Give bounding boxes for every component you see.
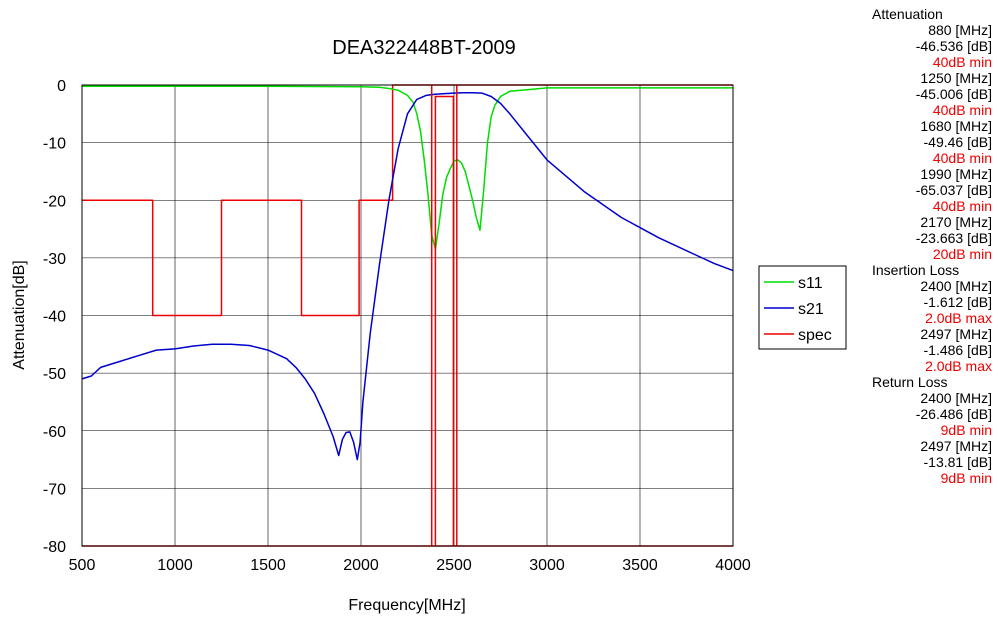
measurement-frequency: 2400 [MHz] bbox=[920, 278, 992, 294]
x-axis-label: Frequency[MHz] bbox=[348, 597, 465, 614]
measurement-frequency: 1250 [MHz] bbox=[920, 70, 992, 86]
measurement-value: -23.663 [dB] bbox=[915, 230, 992, 246]
measurement-spec: 40dB min bbox=[932, 198, 992, 214]
measurement-spec: 40dB min bbox=[932, 102, 992, 118]
x-tick-label: 3000 bbox=[529, 557, 565, 574]
tick-labels: 500 1000 1500 2000 2500 3000 3500 4000 0 -10 -20 -3… bbox=[43, 78, 751, 574]
x-tick-label: 4000 bbox=[715, 557, 751, 574]
spec-passband-mark bbox=[434, 95, 455, 546]
measurement-value: -1.612 [dB] bbox=[923, 294, 993, 310]
y-tick-label: -70 bbox=[43, 481, 66, 498]
legend: s11 s21 spec bbox=[758, 265, 847, 350]
x-tick-label: 3500 bbox=[622, 557, 658, 574]
measurement-spec: 2.0dB max bbox=[925, 310, 992, 326]
y-tick-label: -80 bbox=[43, 539, 66, 556]
x-tick-label: 1000 bbox=[157, 557, 193, 574]
measurement-spec: 20dB min bbox=[932, 246, 992, 262]
measurement-spec: 40dB min bbox=[932, 54, 992, 70]
measurement-frequency: 1680 [MHz] bbox=[920, 118, 992, 134]
y-axis-label: Attenuation[dB] bbox=[11, 260, 28, 369]
measurement-value: -46.536 [dB] bbox=[915, 38, 992, 54]
legend-label-s11: s11 bbox=[798, 275, 823, 292]
measurement-frequency: 2497 [MHz] bbox=[920, 438, 992, 454]
y-tick-label: 0 bbox=[57, 78, 66, 95]
measurement-spec: 2.0dB max bbox=[925, 358, 992, 374]
measurement-frequency: 1990 [MHz] bbox=[920, 166, 992, 182]
measurement-frequency: 2497 [MHz] bbox=[920, 326, 992, 342]
measurement-value: -45.006 [dB] bbox=[915, 86, 992, 102]
measurement-panel: Attenuation 880 [MHz] -46.536 [dB] 40dB min… bbox=[848, 6, 994, 486]
measurement-value: -13.81 [dB] bbox=[923, 454, 993, 470]
legend-label-s21: s21 bbox=[798, 301, 824, 318]
x-tick-label: 500 bbox=[69, 557, 96, 574]
y-tick-label: -30 bbox=[43, 251, 66, 268]
y-tick-label: -10 bbox=[43, 136, 66, 153]
y-tick-label: -60 bbox=[43, 424, 66, 441]
measurement-frequency: 880 [MHz] bbox=[928, 22, 992, 38]
measurement-spec: 9dB min bbox=[940, 470, 992, 486]
x-tick-label: 1500 bbox=[250, 557, 286, 574]
measurement-spec: 9dB min bbox=[940, 422, 992, 438]
x-tick-label: 2500 bbox=[436, 557, 472, 574]
measurement-value: -1.486 [dB] bbox=[923, 342, 993, 358]
y-tick-label: -40 bbox=[43, 309, 66, 326]
measurement-frequency: 2400 [MHz] bbox=[920, 390, 992, 406]
measurement-value: -65.037 [dB] bbox=[915, 182, 992, 198]
series-s21-line bbox=[81, 92, 734, 461]
series-s11-line bbox=[82, 85, 733, 250]
section-heading: Insertion Loss bbox=[872, 262, 960, 278]
measurement-frequency: 2170 [MHz] bbox=[920, 214, 992, 230]
y-tick-label: -20 bbox=[43, 193, 66, 210]
legend-label-spec: spec bbox=[798, 327, 832, 344]
x-tick-label: 2000 bbox=[343, 557, 379, 574]
measurement-value: -26.486 [dB] bbox=[915, 406, 992, 422]
chart-title: DEA322448BT-2009 bbox=[332, 37, 515, 59]
plot-frame bbox=[81, 84, 734, 547]
y-tick-label: -50 bbox=[43, 366, 66, 383]
section-heading: Return Loss bbox=[872, 374, 948, 390]
measurement-value: -49.46 [dB] bbox=[923, 134, 993, 150]
section-heading: Attenuation bbox=[872, 6, 943, 22]
measurement-spec: 40dB min bbox=[932, 150, 992, 166]
